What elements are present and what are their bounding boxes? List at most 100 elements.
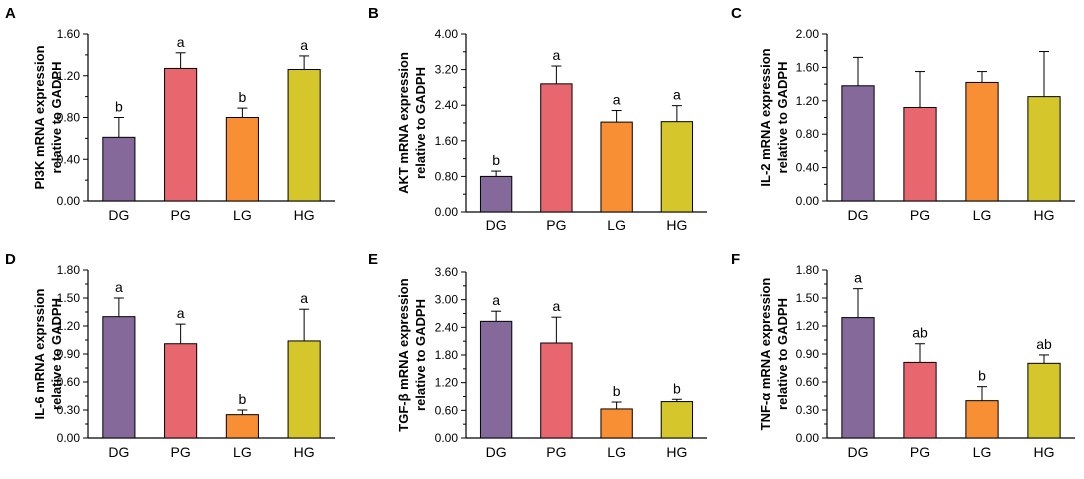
- significance-label: ab: [912, 325, 928, 341]
- bar-lg: [225, 414, 259, 439]
- chart-panel-d: D IL-6 mRNA exprssion relative to GADPH 0.0…: [5, 251, 335, 460]
- y-tick-label: 1.50: [57, 291, 81, 305]
- bar-hg: [287, 68, 321, 202]
- y-tick-label: 0.40: [796, 161, 820, 175]
- significance-label: ab: [1036, 336, 1052, 352]
- x-tick-label: PG: [546, 217, 566, 233]
- y-tick-label: 0.80: [57, 111, 81, 125]
- x-tick-label: LG: [233, 444, 252, 460]
- x-tick-label: DG: [486, 444, 507, 460]
- significance-label: a: [177, 34, 185, 50]
- x-tick-label: HG: [294, 444, 315, 460]
- y-tick-label: 1.20: [57, 319, 81, 333]
- x-tick-label: PG: [546, 444, 566, 460]
- chart-panel-f: F TNF-α mRNA expression relative to GADPH 0…: [731, 251, 1075, 460]
- y-axis-label-line: IL-2 mRNA expression: [758, 48, 773, 186]
- bar-dg: [102, 316, 136, 439]
- significance-label: b: [492, 152, 500, 168]
- y-axis-label: TGF-β mRNA expression relative to GADPH: [396, 278, 428, 431]
- bar-hg: [1027, 96, 1061, 202]
- y-axis-label-line: relative to GADPH: [413, 299, 428, 411]
- y-tick-label: 0.80: [796, 127, 820, 141]
- bar-pg: [540, 342, 573, 439]
- y-tick-label: 0.80: [435, 169, 459, 183]
- y-tick-label: 0.60: [435, 403, 459, 417]
- significance-label: a: [854, 270, 862, 286]
- x-tick-label: DG: [848, 444, 869, 460]
- y-tick-label: 0.30: [57, 403, 81, 417]
- bar-pg: [903, 106, 937, 202]
- y-tick-label: 1.60: [435, 134, 459, 148]
- y-tick-label: 3.20: [435, 63, 459, 77]
- y-axis-label-line: TNF-α mRNA expression: [758, 278, 773, 431]
- y-axis-label: AKT mRNA expression relative to GADPH: [396, 52, 428, 194]
- x-tick-label: HG: [666, 217, 687, 233]
- y-tick-label: 0.30: [796, 403, 820, 417]
- bar-lg: [965, 81, 999, 202]
- chart-panel-c: C IL-2 mRNA expression relative to GADPH 0.…: [731, 5, 1075, 223]
- bar-lg: [225, 117, 259, 202]
- x-tick-label: DG: [108, 207, 129, 223]
- significance-label: a: [115, 279, 123, 295]
- bar-lg: [600, 121, 633, 213]
- bar-hg: [660, 401, 694, 439]
- significance-label: b: [978, 368, 986, 384]
- bar-dg: [841, 317, 875, 439]
- y-axis-label: IL-2 mRNA expression relative to GADPH: [758, 48, 790, 186]
- bar-lg: [600, 408, 633, 439]
- y-axis-label-line: AKT mRNA expression: [396, 52, 411, 194]
- bar-lg: [965, 400, 999, 439]
- y-tick-label: 0.90: [796, 347, 820, 361]
- x-tick-label: PG: [171, 444, 191, 460]
- panel-letter: E: [368, 251, 378, 268]
- y-axis-label: IL-6 mRNA exprssion relative to GADPH: [32, 288, 64, 419]
- y-tick-label: 2.40: [435, 320, 459, 334]
- panel-letter: A: [5, 5, 16, 22]
- significance-label: a: [300, 290, 308, 306]
- y-tick-label: 2.00: [796, 27, 820, 41]
- chart-panel-e: E TGF-β mRNA expression relative to GADPH 0…: [368, 251, 707, 460]
- y-tick-label: 0.00: [435, 205, 459, 219]
- y-tick-label: 1.80: [796, 263, 820, 277]
- x-tick-label: LG: [607, 444, 626, 460]
- x-tick-label: HG: [294, 207, 315, 223]
- x-tick-label: HG: [1034, 207, 1055, 223]
- panel-letter: C: [731, 5, 742, 22]
- x-tick-label: HG: [1034, 444, 1055, 460]
- y-tick-label: 0.40: [57, 152, 81, 166]
- x-tick-label: DG: [108, 444, 129, 460]
- x-tick-label: LG: [973, 207, 992, 223]
- y-tick-label: 1.20: [796, 94, 820, 108]
- x-tick-label: PG: [910, 207, 930, 223]
- bar-pg: [164, 67, 198, 202]
- y-axis-label-line: PI3K mRNA expression: [32, 45, 47, 189]
- bar-dg: [102, 136, 136, 202]
- bar-hg: [1027, 362, 1061, 439]
- chart-panel-b: B AKT mRNA expression relative to GADPH 0.0…: [368, 5, 707, 233]
- significance-label: b: [115, 99, 123, 115]
- y-tick-label: 1.20: [57, 69, 81, 83]
- y-tick-label: 0.00: [796, 194, 820, 208]
- x-tick-label: LG: [973, 444, 992, 460]
- significance-label: a: [492, 292, 500, 308]
- x-tick-label: HG: [666, 444, 687, 460]
- y-tick-label: 3.00: [435, 293, 459, 307]
- panel-letter: B: [368, 5, 379, 22]
- y-tick-label: 1.60: [796, 60, 820, 74]
- y-tick-label: 1.50: [796, 291, 820, 305]
- x-tick-label: DG: [486, 217, 507, 233]
- y-tick-label: 0.00: [57, 431, 81, 445]
- panel-letter: D: [5, 251, 16, 268]
- x-tick-label: PG: [171, 207, 191, 223]
- significance-label: b: [238, 89, 246, 105]
- bar-dg: [479, 175, 513, 213]
- y-tick-label: 1.80: [435, 348, 459, 362]
- y-axis-label-line: IL-6 mRNA exprssion: [32, 288, 47, 419]
- y-axis-label-line: TGF-β mRNA expression: [396, 278, 411, 431]
- significance-label: a: [552, 298, 560, 314]
- y-tick-label: 1.20: [435, 376, 459, 390]
- y-tick-label: 1.60: [57, 27, 81, 41]
- y-tick-label: 0.00: [57, 194, 81, 208]
- significance-label: a: [552, 47, 560, 63]
